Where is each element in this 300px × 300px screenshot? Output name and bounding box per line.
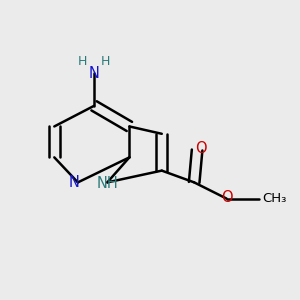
Text: H: H: [100, 55, 110, 68]
Text: H: H: [78, 55, 88, 68]
Text: NH: NH: [97, 176, 119, 191]
Text: N: N: [69, 175, 80, 190]
Text: O: O: [195, 141, 206, 156]
Text: CH₃: CH₃: [262, 192, 286, 205]
Text: N: N: [88, 66, 100, 81]
Text: O: O: [221, 190, 232, 205]
